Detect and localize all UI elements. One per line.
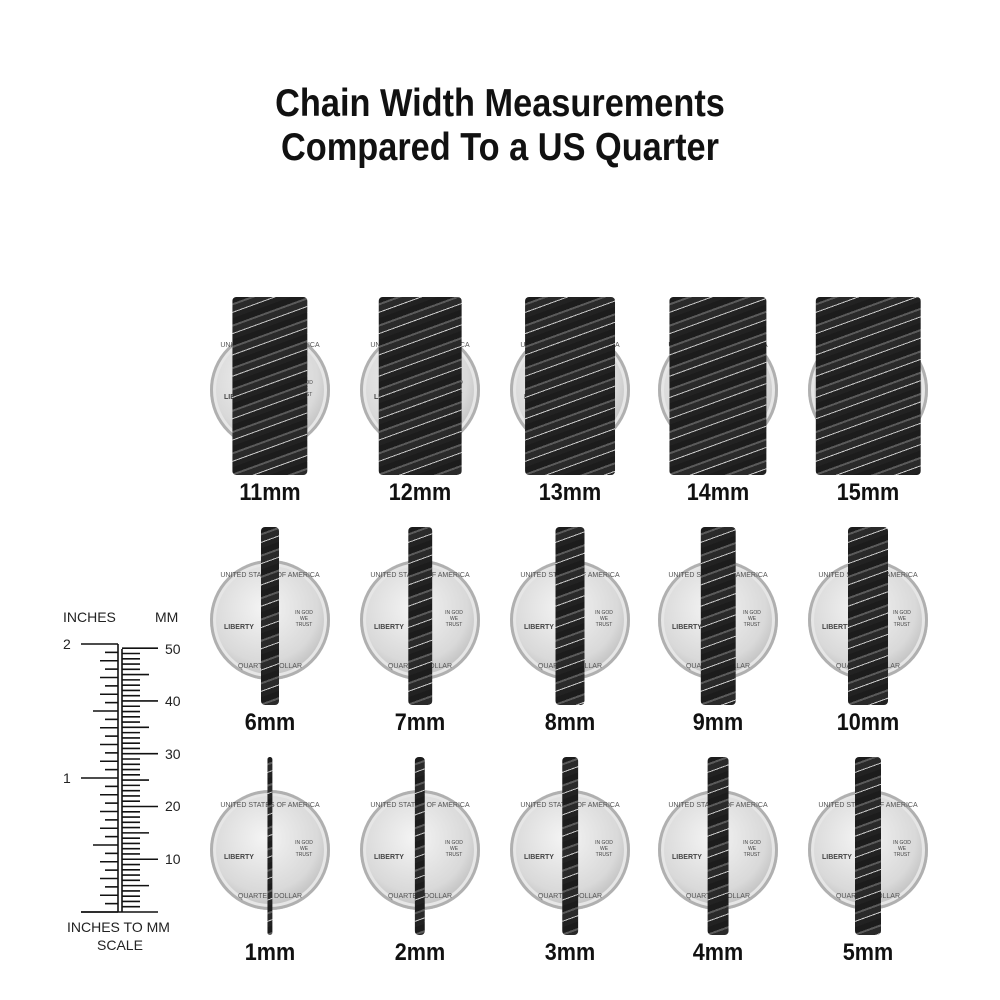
chain-image (267, 757, 273, 935)
chain-width-label: 1mm (244, 939, 296, 966)
coin-text-left: LIBERTY (672, 854, 702, 861)
chain-image (707, 757, 729, 935)
mm-label-40: 40 (165, 693, 181, 709)
chain-image (232, 297, 308, 475)
coin-text-left: LIBERTY (822, 624, 852, 631)
coin-text-left: LIBERTY (224, 854, 254, 861)
inches-to-mm-scale: INCHES MM 2 1 50 40 30 20 10 INCHES TO M… (55, 605, 195, 960)
title-line-1: Chain Width Measurements (275, 82, 725, 125)
coin-text-left: LIBERTY (374, 854, 404, 861)
chain-width-label: 4mm (692, 939, 744, 966)
scale-caption-2: SCALE (97, 937, 143, 953)
coin-text-right: IN GOD WE TRUST (295, 840, 313, 858)
coin-text-right: IN GOD WE TRUST (295, 610, 313, 628)
chain-width-label: 12mm (388, 479, 452, 506)
mm-header: MM (155, 609, 179, 625)
chain-width-label: 10mm (836, 709, 900, 736)
inches-header: INCHES (63, 609, 116, 625)
chain-width-label: 6mm (244, 709, 296, 736)
chain-image (855, 757, 881, 935)
chain-width-label: 3mm (544, 939, 596, 966)
chain-width-label: 13mm (538, 479, 602, 506)
title-line-2: Compared To a US Quarter (281, 126, 719, 169)
chain-width-label: 15mm (836, 479, 900, 506)
chain-image (700, 527, 736, 705)
chain-image (414, 757, 426, 935)
chain-width-label: 7mm (394, 709, 446, 736)
chain-width-label: 11mm (239, 479, 301, 506)
chain-image (378, 297, 462, 475)
coin-text-left: LIBERTY (524, 854, 554, 861)
chain-image (555, 527, 585, 705)
chain-image (815, 297, 921, 475)
coin-text-right: IN GOD WE TRUST (445, 610, 463, 628)
coin-text-left: LIBERTY (672, 624, 702, 631)
coin-text-right: IN GOD WE TRUST (595, 840, 613, 858)
chain-width-label: 9mm (692, 709, 744, 736)
chain-image (408, 527, 432, 705)
mm-label-20: 20 (165, 798, 181, 814)
chain-width-label: 8mm (544, 709, 596, 736)
chain-image (525, 297, 615, 475)
coin-text-left: LIBERTY (224, 624, 254, 631)
page-title: Chain Width Measurements Compared To a U… (60, 82, 940, 170)
mm-label-30: 30 (165, 746, 181, 762)
chain-image (261, 527, 279, 705)
coin-text-right: IN GOD WE TRUST (595, 610, 613, 628)
ruler-ticks (81, 643, 158, 913)
coin-text-right: IN GOD WE TRUST (743, 840, 761, 858)
chain-sample-2mm: UNITED STATES OF AMERICA LIBERTY IN GOD WE… (345, 757, 495, 987)
chain-image (669, 297, 767, 475)
coin-text-right: IN GOD WE TRUST (445, 840, 463, 858)
coin-text-left: LIBERTY (524, 624, 554, 631)
chain-width-label: 14mm (686, 479, 750, 506)
chain-width-label: 5mm (842, 939, 894, 966)
mm-label-10: 10 (165, 851, 181, 867)
coin-text-right: IN GOD WE TRUST (893, 610, 911, 628)
chain-sample-1mm: UNITED STATES OF AMERICA LIBERTY IN GOD WE… (195, 757, 345, 987)
chain-image (848, 527, 888, 705)
inch-label-2: 2 (63, 636, 71, 652)
inch-label-1: 1 (63, 770, 71, 786)
coin-text-left: LIBERTY (374, 624, 404, 631)
coin-text-left: LIBERTY (822, 854, 852, 861)
scale-caption-1: INCHES TO MM (67, 919, 170, 935)
chain-width-label: 2mm (394, 939, 446, 966)
mm-label-50: 50 (165, 641, 181, 657)
chain-image (562, 757, 578, 935)
coin-text-right: IN GOD WE TRUST (893, 840, 911, 858)
coin-text-right: IN GOD WE TRUST (743, 610, 761, 628)
